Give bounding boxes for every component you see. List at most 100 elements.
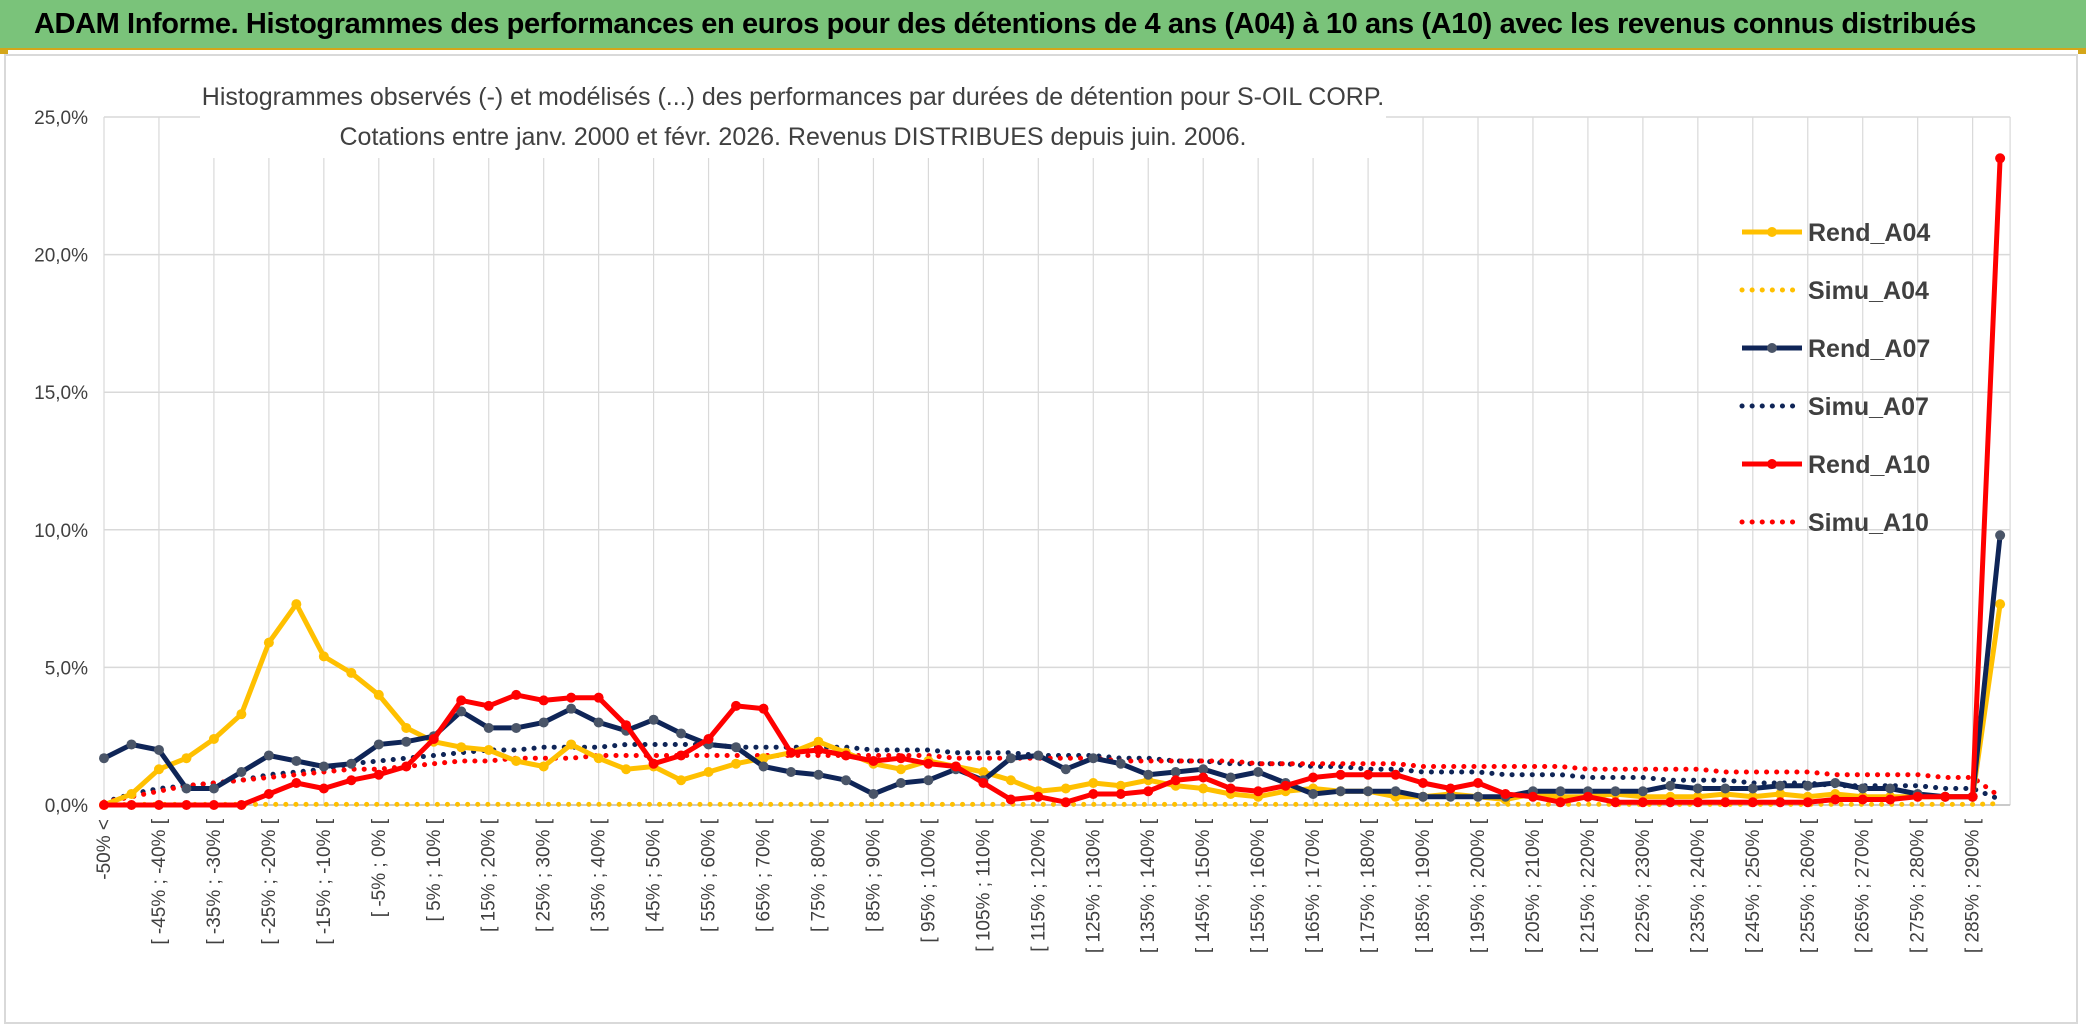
data-point-Rend_A10: [1473, 777, 1483, 788]
data-point-Rend_A04: [1115, 780, 1126, 791]
chart-frame: [4, 54, 2078, 1024]
data-point-Rend_A10: [1005, 794, 1016, 805]
data-point-Rend_A10: [1445, 783, 1456, 794]
data-point-Rend_A07: [1225, 772, 1236, 783]
data-point-Rend_A07: [1005, 753, 1016, 764]
series-line-Rend_A07: [102, 535, 2003, 800]
data-point-Rend_A10: [1637, 797, 1648, 808]
data-point-Rend_A10: [950, 761, 961, 772]
data-point-Rend_A07: [263, 750, 274, 761]
data-point-Rend_A04: [703, 766, 714, 777]
data-point-Rend_A10: [208, 800, 219, 810]
x-tick-label: [ 225% ; 230% [: [1633, 818, 1654, 953]
data-point-Rend_A10: [786, 747, 796, 758]
x-tick-label: [ -35% ; -30% [: [204, 818, 225, 944]
data-point-Rend_A10: [648, 758, 659, 769]
legend-marker: [1767, 459, 1777, 469]
data-point-Rend_A04: [208, 733, 219, 744]
y-axis-ticks: 0,0% 5,0% 10,0% 15,0% 20,0% 25,0%: [34, 108, 88, 817]
data-point-Rend_A07: [868, 788, 879, 799]
data-point-Rend_A10: [566, 692, 577, 703]
data-point-Rend_A04: [1995, 599, 2006, 610]
y-tick-label: 15,0%: [34, 383, 88, 404]
banner: ADAM Informe. Histogrammes des performan…: [0, 0, 2086, 50]
data-point-Rend_A10: [1912, 791, 1923, 802]
data-point-Rend_A10: [1555, 797, 1566, 808]
data-point-Rend_A04: [593, 753, 604, 764]
data-point-Rend_A07: [511, 722, 522, 733]
data-point-Rend_A10: [511, 689, 522, 700]
data-point-Rend_A07: [923, 775, 934, 786]
data-point-Rend_A07: [593, 717, 604, 728]
data-point-Rend_A07: [1555, 786, 1566, 797]
legend-label: Simu_A10: [1808, 509, 1929, 537]
data-point-Rend_A10: [483, 700, 494, 711]
data-point-Rend_A07: [99, 753, 109, 764]
data-point-Rend_A07: [318, 761, 329, 772]
data-point-Rend_A07: [181, 783, 192, 794]
data-point-Rend_A07: [813, 769, 824, 780]
legend-item-Simu_A07: Simu_A07: [1739, 393, 1929, 421]
data-point-Rend_A07: [291, 755, 302, 766]
data-point-Rend_A10: [1033, 791, 1044, 802]
data-point-Rend_A04: [126, 788, 137, 799]
data-point-Rend_A10: [1390, 769, 1401, 780]
data-point-Rend_A07: [208, 783, 219, 794]
data-point-Rend_A07: [483, 722, 494, 733]
data-point-Rend_A10: [840, 750, 851, 761]
x-tick-label: [ 45% ; 50% [: [644, 818, 665, 932]
data-point-Rend_A07: [1720, 783, 1731, 794]
series-Simu_A07: [101, 742, 2003, 805]
data-point-Rend_A04: [758, 753, 769, 764]
data-point-Rend_A07: [1335, 786, 1346, 797]
data-point-Rend_A04: [456, 742, 467, 753]
x-tick-label: [ 255% ; 260% [: [1798, 818, 1819, 953]
data-point-Rend_A10: [1610, 797, 1621, 808]
data-point-Rend_A07: [1033, 750, 1044, 761]
x-tick-label: [ 115% ; 120% [: [1028, 818, 1049, 951]
data-point-Rend_A10: [1527, 791, 1538, 802]
banner-corner-right: [2078, 48, 2086, 54]
data-point-Rend_A10: [813, 744, 824, 755]
data-point-Rend_A04: [153, 764, 164, 775]
data-point-Rend_A07: [1830, 777, 1841, 788]
data-point-Rend_A07: [538, 717, 549, 728]
chart-title-background: [200, 76, 1386, 158]
data-point-Rend_A10: [1280, 780, 1291, 791]
data-point-Rend_A04: [1775, 788, 1786, 799]
data-point-Rend_A04: [346, 667, 357, 678]
series-Simu_A04: [101, 801, 2003, 808]
chart-title-line1: Histogrammes observés (-) et modélisés (…: [202, 83, 1384, 111]
data-point-Rend_A07: [1143, 769, 1154, 780]
legend-label: Simu_A07: [1808, 393, 1929, 421]
x-tick-label: [ -45% ; -40% [: [149, 818, 170, 944]
data-point-Rend_A10: [1335, 769, 1346, 780]
x-tick-label: [ 55% ; 60% [: [699, 818, 720, 932]
data-point-Rend_A10: [1225, 783, 1236, 794]
data-point-Rend_A04: [1198, 783, 1209, 794]
banner-title: ADAM Informe. Histogrammes des performan…: [34, 7, 1976, 40]
data-point-Rend_A07: [236, 766, 247, 777]
x-tick-label: [ 65% ; 70% [: [754, 818, 775, 932]
data-point-Rend_A07: [1885, 783, 1896, 794]
data-point-Rend_A04: [181, 753, 192, 764]
data-point-Rend_A10: [318, 783, 329, 794]
data-point-Rend_A04: [483, 744, 494, 755]
data-point-Rend_A10: [621, 720, 632, 731]
x-tick-label: [ 235% ; 240% [: [1688, 818, 1709, 953]
x-tick-label: [ 185% ; 190% [: [1413, 818, 1434, 953]
chart-grid: [103, 116, 2011, 806]
x-tick-label: [ 135% ; 140% [: [1138, 818, 1159, 953]
legend-label: Rend_A04: [1808, 219, 1930, 247]
data-point-Rend_A10: [1830, 794, 1841, 805]
data-point-Rend_A10: [456, 695, 467, 706]
data-point-Rend_A10: [1802, 797, 1813, 808]
data-point-Rend_A10: [703, 733, 714, 744]
series-Simu_A10: [101, 753, 2003, 805]
data-point-Rend_A10: [1060, 797, 1071, 808]
legend-label: Simu_A04: [1808, 277, 1929, 305]
data-point-Rend_A04: [676, 775, 687, 786]
data-point-Rend_A07: [1418, 791, 1429, 802]
x-tick-label: [ 35% ; 40% [: [589, 818, 610, 932]
